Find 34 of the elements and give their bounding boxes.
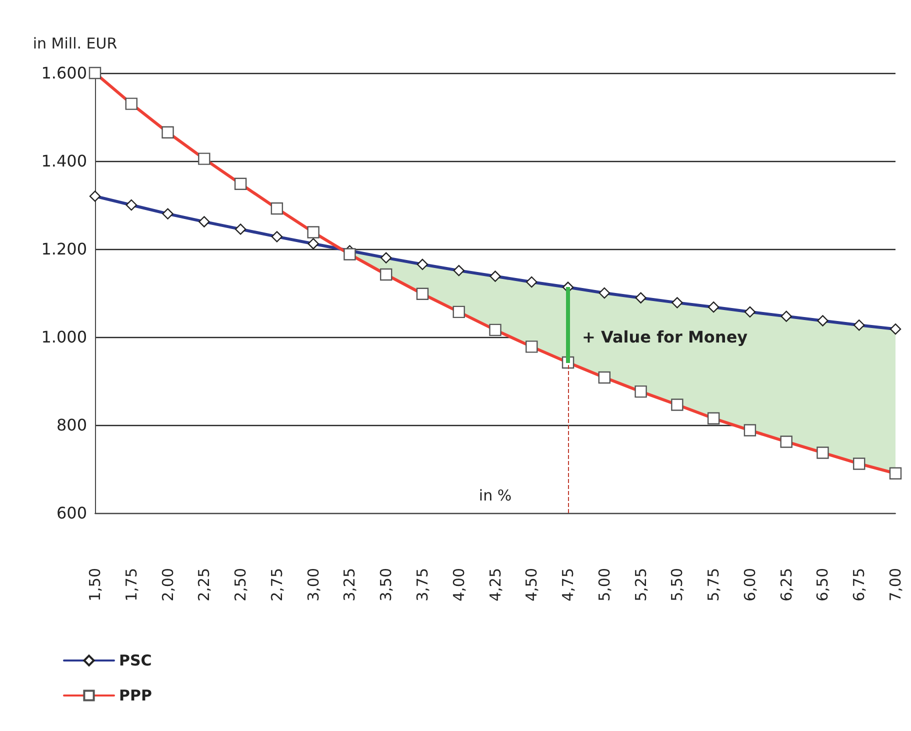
- x-tick-label: 7,00: [886, 568, 904, 602]
- x-tick-label: 6,25: [777, 568, 796, 602]
- x-tick-label: 4,50: [522, 568, 541, 602]
- y-tick-label: 800: [56, 416, 87, 434]
- y-tick-label: 1.200: [41, 240, 87, 258]
- x-tick-label: 2,00: [158, 568, 177, 602]
- x-tick-label: 4,25: [486, 568, 504, 602]
- x-tick-label: 3,00: [304, 568, 322, 602]
- x-tick-label: 3,50: [377, 568, 396, 602]
- x-tick-label: 3,25: [340, 568, 359, 602]
- x-tick-label: 6,00: [740, 568, 759, 602]
- y-tick-label: 1.600: [41, 64, 87, 82]
- x-tick-label: 5,00: [595, 568, 614, 602]
- x-tick-label: 2,25: [195, 568, 214, 602]
- y-axis-title: in Mill. EUR: [32, 34, 118, 52]
- x-tick-label: 4,00: [450, 568, 468, 602]
- x-axis-title: in %: [478, 486, 512, 504]
- x-tick-label: 2,75: [268, 568, 286, 602]
- x-tick-label: 3,75: [413, 568, 432, 602]
- x-tick-label: 1,50: [86, 568, 104, 602]
- x-tick-label: 5,50: [668, 568, 686, 602]
- x-tick-label: 4,75: [559, 568, 578, 602]
- annotation: + Value for Money: [582, 327, 748, 346]
- legend-label: PPP: [119, 686, 152, 704]
- x-tick-label: 1,75: [122, 568, 140, 602]
- x-tick-label: 5,75: [704, 568, 723, 602]
- x-tick-label: 2,50: [232, 568, 250, 602]
- y-tick-label: 1.400: [41, 152, 87, 170]
- legend-label: PSC: [119, 652, 152, 670]
- y-tick-label: 600: [56, 504, 87, 522]
- x-tick-label: 6,75: [850, 568, 868, 602]
- x-tick-label: 6,50: [814, 568, 832, 602]
- y-tick-label: 1.000: [41, 328, 87, 346]
- x-tick-label: 5,25: [632, 568, 650, 602]
